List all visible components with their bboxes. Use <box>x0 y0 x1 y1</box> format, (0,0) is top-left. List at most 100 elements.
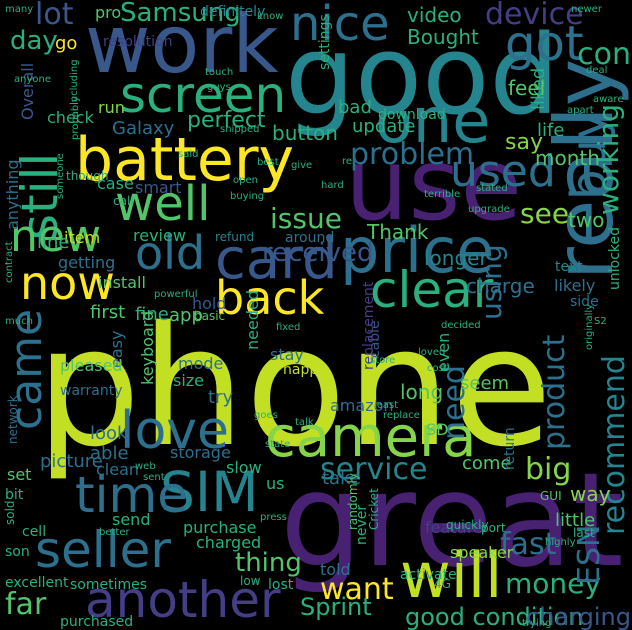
word-cell: cell <box>22 524 47 540</box>
word-buying: buying <box>230 191 265 202</box>
word-day: day <box>10 26 58 56</box>
word-refund: refund <box>215 230 255 244</box>
word-come: come <box>462 453 512 474</box>
word-device: device <box>485 0 584 32</box>
word-see: see <box>520 197 570 230</box>
word-charge: charge <box>466 274 535 298</box>
word-stay: stay <box>270 345 304 364</box>
word-update: update <box>352 116 416 137</box>
word-around: around <box>285 230 335 246</box>
word-old: old <box>135 226 206 280</box>
word-upgrade: upgrade <box>468 204 510 215</box>
word-needed: needed <box>243 290 262 350</box>
word-re: re <box>342 156 353 167</box>
word-samsung: Samsung <box>120 0 241 28</box>
word-fast: fast <box>500 527 557 562</box>
word-know: know <box>257 11 284 22</box>
word-love: love <box>120 401 230 461</box>
word-two: two <box>568 208 605 232</box>
word-randomly: randomly <box>346 473 360 530</box>
word-clear: clear <box>370 261 494 319</box>
word-app: app <box>169 305 203 326</box>
word-told: told <box>320 560 351 579</box>
word-price: price <box>340 214 495 287</box>
word-pro: pro <box>95 3 122 22</box>
word-bad: bad <box>338 97 372 118</box>
word-work: work <box>85 0 279 91</box>
word-storage: storage <box>170 443 231 462</box>
word-download: download <box>378 107 446 123</box>
word-terrible: terrible <box>424 189 461 200</box>
word-someone: someone <box>55 153 66 199</box>
word-best: best <box>257 157 279 168</box>
word-size: size <box>173 371 205 390</box>
word-month: month <box>535 146 600 170</box>
word-check: check <box>47 108 94 127</box>
word-originally: originally <box>584 303 595 350</box>
word-powerful: powerful <box>154 289 198 300</box>
word-give: give <box>291 160 313 171</box>
word-run: run <box>98 98 125 117</box>
word-review: review <box>133 226 186 245</box>
word-thing: thing <box>235 548 302 578</box>
word-money: money <box>505 567 601 600</box>
word-sd: SD <box>426 420 449 439</box>
word-state: state <box>265 439 291 450</box>
word-hard: hard <box>321 180 344 191</box>
word-port: port <box>481 521 506 535</box>
word-take: take <box>322 468 361 489</box>
word-long: long <box>400 380 444 404</box>
word-low: low <box>240 574 261 588</box>
word-used: used <box>450 146 556 197</box>
word-good: good <box>285 11 560 139</box>
word-speaker: speaker <box>450 543 514 562</box>
word-warranty: warranty <box>60 383 123 399</box>
word-replace: replace <box>383 410 420 421</box>
word-thank: Thank <box>367 220 429 244</box>
word-seem: seem <box>460 373 510 394</box>
word-galaxy: Galaxy <box>112 118 175 139</box>
word-last: last <box>573 526 595 540</box>
word-pleased: pleased <box>60 356 123 375</box>
word-cost: cost <box>427 363 448 374</box>
word-set: set <box>7 465 32 484</box>
word-bit: bit <box>5 487 24 503</box>
word-loved: loved <box>418 347 446 358</box>
word-way: way <box>570 482 611 506</box>
word-now: now <box>20 256 115 310</box>
word-touch: touch <box>205 67 234 78</box>
word-fine: fine <box>135 304 169 325</box>
word-resolution: resolution <box>103 34 173 50</box>
word-sprint: Sprint <box>300 593 372 621</box>
word-want: want <box>320 572 394 607</box>
word-settings: settings <box>317 14 333 70</box>
word-battery: battery <box>75 125 294 195</box>
word-new: new <box>10 211 101 262</box>
word-purchase: purchase <box>183 518 257 537</box>
word-look: look <box>90 423 128 444</box>
word-quickly: quickly <box>446 518 489 532</box>
word-call: call <box>113 194 134 208</box>
word-go: go <box>55 33 78 54</box>
word-lot: lot <box>35 0 74 32</box>
word-highly: highly <box>545 537 576 548</box>
word-goes: goes <box>254 410 278 421</box>
word-aware: aware <box>593 94 624 105</box>
word-feature: feature <box>425 518 483 537</box>
word-talk: talk <box>295 417 314 428</box>
word-camera: camera <box>265 405 477 470</box>
word-say: say <box>505 130 543 155</box>
word-lost: lost <box>268 577 294 593</box>
word-life: life <box>537 120 565 141</box>
word-network: network <box>6 395 20 444</box>
word-far: far <box>5 587 47 622</box>
word-getting: getting <box>58 253 116 272</box>
word-son: son <box>5 544 30 560</box>
word-back: back <box>215 271 325 325</box>
word-seller: seller <box>35 521 171 579</box>
word-case: case <box>97 174 134 193</box>
word-button: button <box>272 121 338 145</box>
word-install: install <box>98 273 146 292</box>
word-longer: longer <box>424 246 488 270</box>
word-amazon: amazon <box>330 396 394 415</box>
